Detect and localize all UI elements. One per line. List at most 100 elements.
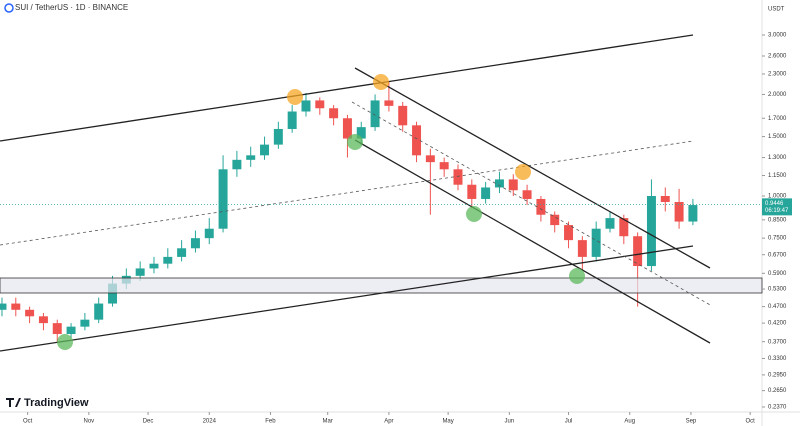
axes: 3.0000 2.6000 2.3000 2.0000 1.7000 1.5000 1.30… bbox=[0, 33, 792, 425]
candle-body bbox=[301, 100, 311, 112]
candle-body bbox=[0, 303, 7, 310]
candle-body bbox=[425, 155, 435, 163]
candle-body bbox=[149, 263, 159, 269]
y-tick-label: 0.8500 bbox=[768, 217, 787, 223]
candle-body bbox=[398, 105, 408, 126]
candles bbox=[0, 81, 698, 342]
candle-body bbox=[605, 218, 615, 229]
y-tick-label: 1.3000 bbox=[768, 155, 787, 161]
bottom-marker bbox=[569, 268, 585, 284]
y-tick-label: 2.6000 bbox=[768, 54, 787, 60]
brand: TradingView bbox=[24, 397, 89, 409]
last-price-box bbox=[762, 198, 792, 216]
top-marker bbox=[287, 89, 303, 105]
y-tick-label: 0.2650 bbox=[768, 388, 787, 394]
x-tick-label: 2024 bbox=[203, 419, 217, 425]
candle-body bbox=[94, 303, 104, 320]
support-zone bbox=[0, 277, 763, 294]
candle-body bbox=[66, 326, 76, 334]
y-tick-label: 1.0000 bbox=[768, 194, 787, 200]
candle-body bbox=[384, 100, 394, 106]
currency: USDT bbox=[768, 7, 785, 13]
y-tick-label: 0.4200 bbox=[768, 321, 787, 327]
y-tick-label: 0.3700 bbox=[768, 339, 787, 345]
candle-body bbox=[356, 127, 366, 139]
last-price-label: 0.9446 bbox=[765, 201, 784, 207]
candle-body bbox=[550, 214, 560, 226]
y-tick-label: 0.4700 bbox=[768, 304, 787, 310]
candle-body bbox=[591, 228, 601, 257]
candle-body bbox=[522, 190, 532, 199]
candle-body bbox=[246, 155, 256, 160]
candle-body bbox=[177, 248, 187, 257]
candle-body bbox=[315, 100, 325, 109]
trend-line bbox=[0, 245, 694, 352]
y-tick-label: 0.6700 bbox=[768, 252, 787, 258]
symbol-icon bbox=[4, 3, 14, 13]
x-tick-label: Apr bbox=[384, 419, 393, 425]
chart-title: SUI / TetherUS · 1D · BINANCE bbox=[15, 3, 128, 12]
candle-body bbox=[646, 196, 656, 267]
candle-body bbox=[287, 111, 297, 129]
trend-line bbox=[354, 139, 711, 344]
countdown-label: 06:19:47 bbox=[765, 208, 789, 214]
candle-body bbox=[494, 179, 504, 188]
candle-body bbox=[108, 283, 118, 304]
candle-body bbox=[467, 184, 477, 199]
x-tick-label: Jul bbox=[565, 419, 573, 425]
candle-body bbox=[412, 125, 422, 156]
candle-body bbox=[52, 323, 62, 334]
brand-logo bbox=[6, 398, 21, 407]
x-tick-label: Jun bbox=[504, 419, 514, 425]
candle-body bbox=[11, 303, 21, 310]
x-tick-label: Aug bbox=[624, 419, 635, 425]
x-tick-label: Sep bbox=[686, 419, 697, 425]
x-tick-label: Feb bbox=[265, 419, 276, 425]
candle-body bbox=[536, 198, 546, 215]
y-tick-label: 2.0000 bbox=[768, 92, 787, 98]
candle-body bbox=[564, 225, 574, 241]
candle-body bbox=[80, 319, 90, 327]
top-marker bbox=[373, 74, 389, 90]
x-tick-label: Mar bbox=[323, 419, 333, 425]
y-tick-label: 3.0000 bbox=[768, 33, 787, 39]
x-tick-label: Oct bbox=[23, 419, 33, 425]
y-tick-label: 0.2370 bbox=[768, 405, 787, 411]
y-tick-label: 2.3000 bbox=[768, 72, 787, 78]
candle-body bbox=[370, 100, 380, 128]
candle-body bbox=[218, 169, 228, 229]
y-tick-label: 1.5000 bbox=[768, 134, 787, 140]
trend-line-mid bbox=[0, 140, 694, 246]
y-tick-label: 1.1500 bbox=[768, 173, 787, 179]
y-tick-label: 1.7000 bbox=[768, 116, 787, 122]
candle-body bbox=[25, 309, 35, 317]
y-tick-label: 0.3300 bbox=[768, 356, 787, 362]
candle-body bbox=[508, 179, 518, 191]
candle-body bbox=[633, 236, 643, 267]
candle-body bbox=[232, 159, 242, 170]
trend-line bbox=[354, 67, 711, 269]
trend-line bbox=[0, 34, 694, 142]
candle-body bbox=[260, 144, 270, 156]
candle-body bbox=[38, 316, 48, 324]
top-marker bbox=[515, 164, 531, 180]
candle-body bbox=[453, 169, 463, 185]
candle-body bbox=[135, 268, 145, 276]
x-tick-label: Oct bbox=[745, 419, 755, 425]
y-tick-label: 0.2950 bbox=[768, 372, 787, 378]
candle-body bbox=[688, 205, 698, 222]
x-tick-label: Nov bbox=[83, 419, 94, 425]
candle-body bbox=[481, 187, 491, 199]
y-tick-label: 0.7500 bbox=[768, 236, 787, 242]
bottom-marker bbox=[466, 206, 482, 222]
x-tick-label: Dec bbox=[143, 419, 154, 425]
candle-body bbox=[619, 218, 629, 237]
y-tick-label: 0.5900 bbox=[768, 271, 787, 277]
candle-body bbox=[660, 196, 670, 202]
candle-body bbox=[342, 118, 352, 139]
candle-body bbox=[273, 128, 283, 145]
candle-body bbox=[204, 228, 214, 239]
candle-body bbox=[190, 238, 200, 249]
